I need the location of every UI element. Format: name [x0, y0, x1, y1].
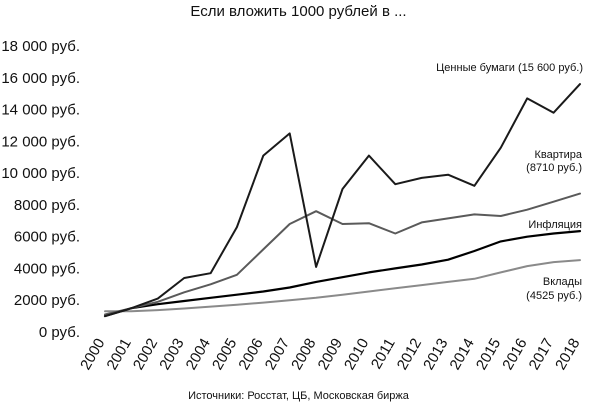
annotation-inflation: Инфляция [528, 219, 582, 231]
x-tick-label: 2018 [552, 336, 583, 373]
x-tick-label: 2008 [288, 336, 319, 373]
annotation-securities: Ценные бумаги (15 600 руб.) [436, 62, 583, 74]
series-lines [103, 83, 582, 318]
x-tick-label: 2005 [209, 336, 240, 373]
y-tick-label: 18 000 руб. [1, 38, 80, 55]
x-tick-label: 2016 [499, 336, 530, 373]
y-tick-label: 6000 руб. [14, 229, 80, 246]
x-tick-label: 2000 [77, 336, 108, 373]
y-tick-label: 2000 руб. [14, 292, 80, 309]
annotation-deposits: Вклады [543, 276, 582, 288]
annotation-apartment: Квартира [534, 149, 582, 161]
series-annotations: Ценные бумаги (15 600 руб.) Квартира(8710… [436, 62, 583, 302]
x-tick-label: 2013 [420, 336, 451, 373]
y-tick-label: 12 000 руб. [1, 133, 80, 150]
y-tick-label: 4000 руб. [14, 260, 80, 277]
x-tick-label: 2014 [446, 336, 477, 373]
annotation-deposits: (4525 руб.) [526, 290, 582, 302]
series-line-apartment [104, 192, 581, 316]
x-axis: 2000200120022003200420052006200720082009… [77, 336, 583, 373]
x-tick-label: 2004 [183, 336, 214, 373]
x-tick-label: 2011 [368, 336, 399, 372]
x-tick-label: 2015 [473, 336, 504, 373]
x-tick-label: 2012 [394, 336, 425, 373]
annotation-apartment: (8710 руб.) [526, 162, 582, 174]
x-tick-label: 2009 [315, 336, 346, 373]
x-tick-label: 2007 [262, 336, 293, 373]
series-line-securities [104, 83, 581, 318]
y-tick-label: 14 000 руб. [1, 102, 80, 119]
y-tick-label: 8000 руб. [14, 197, 80, 214]
x-tick-label: 2010 [341, 336, 372, 373]
y-tick-label: 16 000 руб. [1, 70, 80, 87]
x-tick-label: 2017 [526, 336, 557, 373]
source-note: Источники: Росстат, ЦБ, Московская биржа [188, 390, 409, 402]
y-tick-label: 10 000 руб. [1, 165, 80, 182]
chart-title: Если вложить 1000 рублей в ... [190, 3, 407, 20]
series-line-deposits [104, 259, 581, 313]
x-tick-label: 2002 [130, 336, 161, 373]
y-axis: 0 руб. 2000 руб. 4000 руб. 6000 руб. 8000 ру… [1, 38, 80, 341]
y-tick-label: 0 руб. [39, 324, 80, 341]
x-tick-label: 2006 [235, 336, 266, 373]
x-tick-label: 2003 [156, 336, 187, 373]
series-line-inflation [103, 230, 582, 318]
x-tick-label: 2001 [103, 336, 134, 373]
